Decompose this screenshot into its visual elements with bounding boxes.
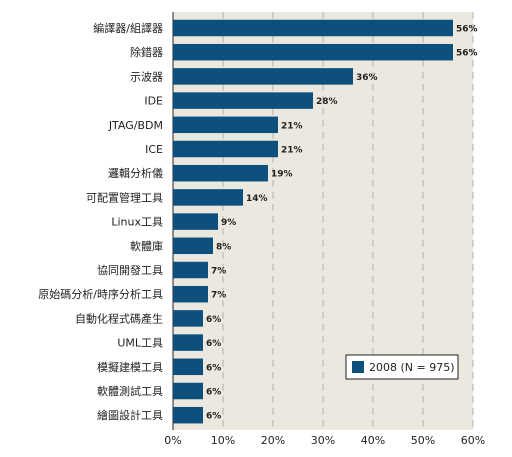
category-label: 軟體庫	[130, 239, 163, 253]
bar	[173, 92, 313, 109]
value-label: 21%	[281, 146, 303, 156]
value-label: 14%	[246, 194, 268, 204]
bar	[173, 213, 218, 230]
bars	[173, 19, 453, 424]
bar	[173, 116, 278, 134]
category-label: 繪圖設計工具	[97, 408, 163, 422]
legend: 2008 (N = 975)	[345, 354, 459, 380]
x-tick-label: 40%	[361, 434, 385, 447]
bar	[173, 261, 208, 279]
x-tick-label: 60%	[461, 434, 485, 447]
value-label: 9%	[221, 218, 236, 228]
category-label: 軟體測試工具	[97, 384, 163, 398]
category-label: 原始碼分析/時序分析工具	[38, 287, 163, 301]
bar	[173, 43, 453, 61]
value-label: 6%	[206, 315, 221, 325]
category-label: 示波器	[130, 70, 163, 83]
value-label: 6%	[206, 339, 221, 349]
bar	[173, 19, 453, 37]
bar	[173, 358, 203, 376]
value-label: 28%	[316, 97, 338, 107]
value-label: 56%	[456, 49, 478, 59]
legend-swatch	[352, 361, 364, 373]
value-label: 7%	[211, 267, 226, 277]
value-label: 36%	[356, 73, 378, 83]
x-tick-label: 30%	[311, 434, 335, 447]
category-label: Linux工具	[111, 216, 163, 229]
x-tick-labels: 0% 10% 20% 30% 40% 50% 60%	[164, 434, 485, 447]
bar	[173, 189, 243, 206]
bar	[173, 140, 278, 158]
category-label: 除錯器	[130, 45, 163, 59]
value-label: 6%	[206, 363, 221, 373]
value-label: 6%	[206, 412, 221, 422]
value-labels: 56% 56% 36% 28% 21% 21% 19% 14% 9% 8% 7% 7% 6% 6% 6% 6%…	[206, 25, 478, 422]
x-tick-label: 0%	[164, 434, 181, 447]
bar	[173, 285, 208, 303]
value-label: 56%	[456, 25, 478, 35]
category-label: 協同開發工具	[97, 263, 163, 277]
bar	[173, 237, 213, 255]
x-tick-label: 20%	[261, 434, 285, 447]
bar	[173, 382, 203, 400]
value-label: 19%	[271, 170, 293, 180]
bar	[173, 68, 353, 85]
category-label: 模擬建模工具	[97, 360, 163, 374]
legend-box	[345, 354, 459, 380]
value-label: 8%	[216, 242, 231, 252]
bar	[173, 406, 203, 424]
bar	[173, 334, 203, 351]
bar	[173, 164, 268, 182]
category-label: 自動化程式碼產生	[75, 311, 163, 325]
value-label: 7%	[211, 291, 226, 301]
bar	[173, 310, 203, 327]
category-label: JTAG/BDM	[108, 119, 163, 132]
legend-label: 2008 (N = 975)	[369, 361, 455, 374]
category-label: 可配置管理工具	[86, 190, 163, 204]
value-label: 21%	[281, 121, 303, 131]
x-tick-label: 50%	[411, 434, 435, 447]
category-label: 編譯器/組譯器	[93, 21, 163, 35]
category-label: 邏輯分析儀	[108, 166, 163, 180]
category-label: UML工具	[117, 337, 163, 350]
category-label: IDE	[144, 95, 163, 108]
category-label: ICE	[145, 143, 163, 156]
x-tick-label: 10%	[211, 434, 235, 447]
value-label: 6%	[206, 388, 221, 398]
